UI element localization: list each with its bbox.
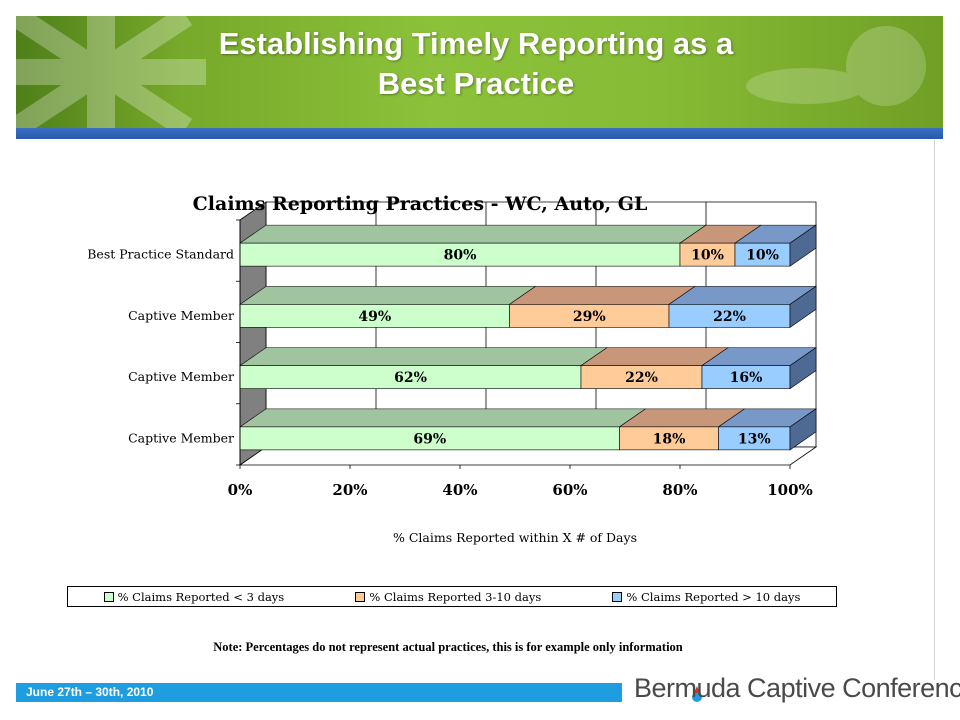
bar-side-face	[789, 285, 817, 328]
data-label: 18%	[653, 431, 686, 447]
chart-note: Note: Percentages do not represent actua…	[213, 640, 683, 654]
page-title: Establishing Timely Reporting as a Best …	[196, 24, 756, 104]
legend-swatch-3to10	[355, 591, 366, 602]
union-jack-decoration	[16, 16, 926, 128]
x-tick-label: 40%	[442, 481, 477, 499]
bar-side-face	[789, 408, 817, 451]
conference-logo-icon	[692, 686, 702, 702]
data-label: 29%	[573, 309, 606, 325]
footer-bar	[16, 683, 622, 702]
data-label: 10%	[746, 248, 779, 264]
data-label: 22%	[713, 309, 746, 325]
legend-label-lt3: % Claims Reported < 3 days	[117, 589, 285, 604]
header-banner: Establishing Timely Reporting as a Best …	[16, 16, 943, 128]
bar-top-face	[239, 408, 647, 428]
bar-side-face	[789, 224, 817, 267]
chart-legend: % Claims Reported < 3 days % Claims Repo…	[67, 586, 837, 607]
data-label: 80%	[444, 248, 477, 264]
legend-label-gt10: % Claims Reported > 10 days	[626, 589, 801, 604]
legend-item-gt10: % Claims Reported > 10 days	[612, 590, 800, 604]
data-label: 22%	[625, 370, 658, 386]
divider	[934, 140, 935, 680]
title-line-2: Best Practice	[377, 66, 575, 101]
stacked-bar-chart: Claims Reporting Practices - WC, Auto, G…	[87, 193, 818, 545]
x-tick-label: 100%	[767, 481, 813, 499]
x-tick-label: 80%	[662, 481, 697, 499]
bar-side-face	[789, 347, 817, 390]
y-tick-label: Captive Member	[128, 308, 234, 323]
data-label: 16%	[730, 370, 763, 386]
data-label: 49%	[358, 309, 391, 325]
bar-top-face	[239, 347, 608, 366]
x-axis-label: % Claims Reported within X # of Days	[393, 530, 637, 545]
banner-strip	[16, 128, 943, 139]
y-tick-label: Best Practice Standard	[87, 247, 234, 262]
conference-brand: Bermuda Captive Conference	[634, 673, 960, 703]
x-tick-label: 0%	[228, 481, 253, 499]
y-tick-label: Captive Member	[128, 430, 234, 445]
legend-item-3to10: % Claims Reported 3-10 days	[355, 590, 541, 604]
x-tick-label: 60%	[552, 481, 587, 499]
y-tick-label: Captive Member	[128, 369, 234, 384]
plot-floor	[238, 446, 818, 466]
chart-title: Claims Reporting Practices - WC, Auto, G…	[193, 193, 648, 215]
x-tick-label: 20%	[332, 481, 367, 499]
legend-swatch-lt3	[103, 591, 114, 602]
title-line-1: Establishing Timely Reporting as a	[218, 26, 734, 61]
data-label: 62%	[394, 370, 427, 386]
bar-top-face	[239, 224, 707, 244]
data-label: 69%	[413, 431, 446, 447]
legend-swatch-gt10	[612, 591, 623, 602]
legend-item-lt3: % Claims Reported < 3 days	[103, 589, 285, 604]
data-label: 13%	[738, 431, 771, 447]
conference-date: June 27th – 30th, 2010	[26, 685, 154, 699]
data-label: 10%	[691, 248, 724, 264]
bar-top-face	[508, 286, 696, 305]
legend-label-3to10: % Claims Reported 3-10 days	[369, 589, 542, 604]
bar-top-face	[239, 286, 537, 305]
